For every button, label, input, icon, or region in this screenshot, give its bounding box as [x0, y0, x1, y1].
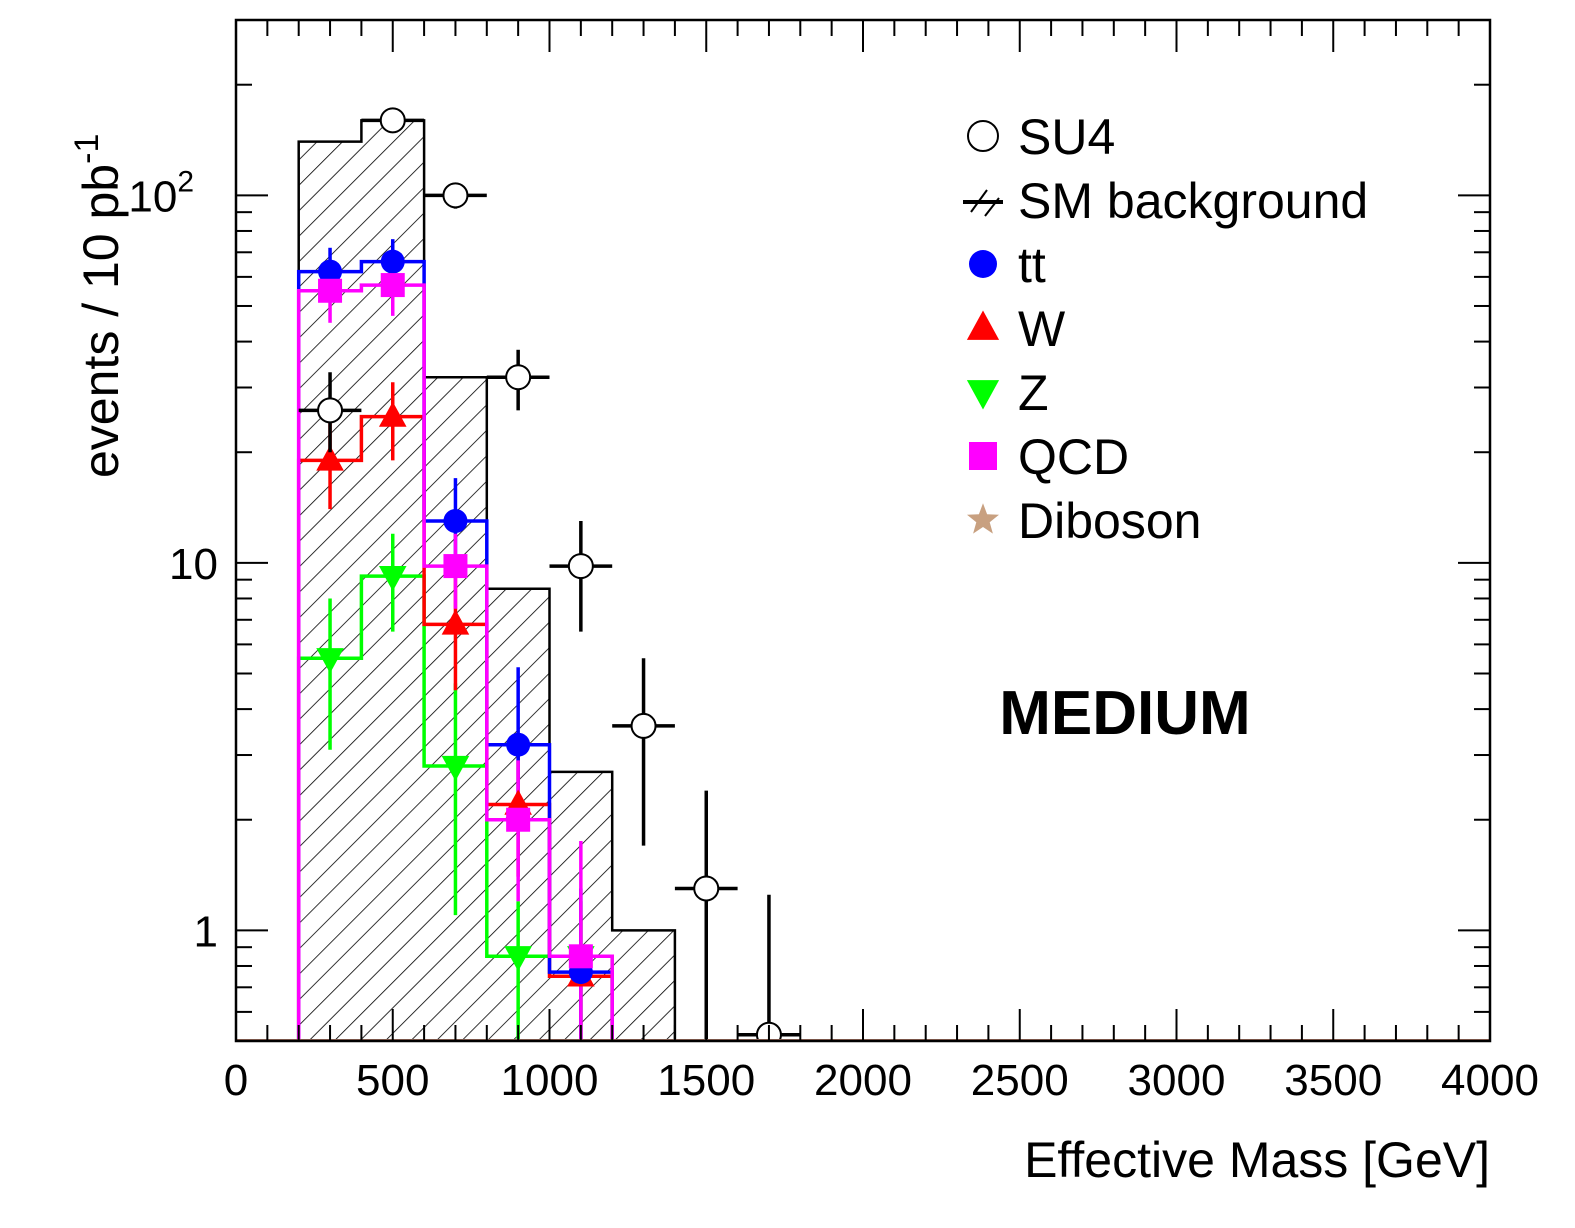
y-tick-label: 102 [128, 165, 194, 221]
y-axis-title: events / 10 pb-1 [68, 134, 129, 478]
z-marker [504, 946, 532, 972]
legend-entry-tt: tt [969, 237, 1046, 293]
legend-entry-z: Z [966, 365, 1049, 421]
y-axis-title-main: events / 10 pb [73, 164, 129, 478]
su4-marker [317, 397, 344, 424]
z-marker [316, 648, 344, 674]
x-tick-label: 500 [356, 1056, 429, 1105]
legend-entry-diboson: Diboson [967, 493, 1201, 549]
su4-marker [693, 875, 720, 902]
legend-marker-su4 [967, 120, 999, 152]
region-label: MEDIUM [999, 679, 1250, 748]
x-tick-label: 3500 [1284, 1056, 1382, 1105]
qcd-marker [506, 807, 531, 832]
legend-marker-z [966, 380, 1000, 410]
x-tick-label: 2000 [814, 1056, 912, 1105]
x-tick-label: 0 [224, 1056, 248, 1105]
legend: SU4 SM background tt WZ QCD Diboson [963, 109, 1368, 549]
y-tick-label-base: 10 [169, 540, 218, 589]
legend-label-diboson: Diboson [1018, 493, 1201, 549]
su4-marker [505, 364, 532, 391]
x-tick-label: 1000 [501, 1056, 599, 1105]
legend-entry-su4: SU4 [967, 109, 1115, 165]
y-tick-label: 1 [194, 907, 218, 956]
qcd-marker [318, 278, 343, 303]
su4-marker [630, 712, 657, 739]
y-axis-title-sup: -1 [68, 134, 106, 164]
x-tick-label: 4000 [1441, 1056, 1539, 1105]
legend-label-qcd: QCD [1018, 429, 1129, 485]
legend-entry-qcd: QCD [969, 429, 1129, 485]
w-marker [378, 401, 407, 427]
histograms [296, 119, 677, 1041]
legend-label-tt: tt [1018, 237, 1046, 293]
legend-label-w: W [1018, 301, 1066, 357]
z-marker [441, 755, 470, 782]
legend-entry-w: W [966, 301, 1066, 357]
legend-swatch-hatch [970, 189, 988, 213]
x-axis-title: Effective Mass [GeV] [1024, 1132, 1490, 1188]
tt-marker [380, 249, 405, 274]
qcd-marker [380, 273, 405, 298]
qcd-marker [568, 944, 593, 969]
y-tick-label-base: 1 [194, 907, 218, 956]
su4-marker [567, 553, 594, 580]
data-points [298, 107, 801, 1041]
x-tick-label: 2500 [971, 1056, 1069, 1105]
y-tick-label-exponent: 2 [177, 165, 194, 198]
legend-swatch-hatch [984, 197, 1000, 217]
z-marker [378, 565, 407, 592]
legend-marker-tt [969, 250, 997, 278]
su4-marker [379, 107, 406, 134]
tt-marker [506, 732, 531, 757]
legend-label-sm-background: SM background [1018, 173, 1368, 229]
y-tick-label: 10 [169, 540, 218, 589]
legend-marker-qcd [969, 442, 997, 470]
tt-marker [443, 508, 468, 533]
y-tick-label-base: 10 [128, 172, 177, 221]
x-tick-label: 1500 [657, 1056, 755, 1105]
w-marker [316, 445, 344, 471]
x-tick-label: 3000 [1128, 1056, 1226, 1105]
legend-entry-sm-background: SM background [963, 173, 1368, 229]
legend-marker-w [966, 310, 1000, 340]
tt-marker [318, 259, 343, 284]
qcd-marker [443, 554, 468, 579]
legend-marker-diboson [967, 503, 999, 534]
w-marker [441, 609, 470, 635]
legend-label-su4: SU4 [1018, 109, 1115, 165]
su4-marker [442, 182, 469, 209]
legend-label-z: Z [1018, 365, 1049, 421]
z-hist-line [296, 574, 614, 1041]
